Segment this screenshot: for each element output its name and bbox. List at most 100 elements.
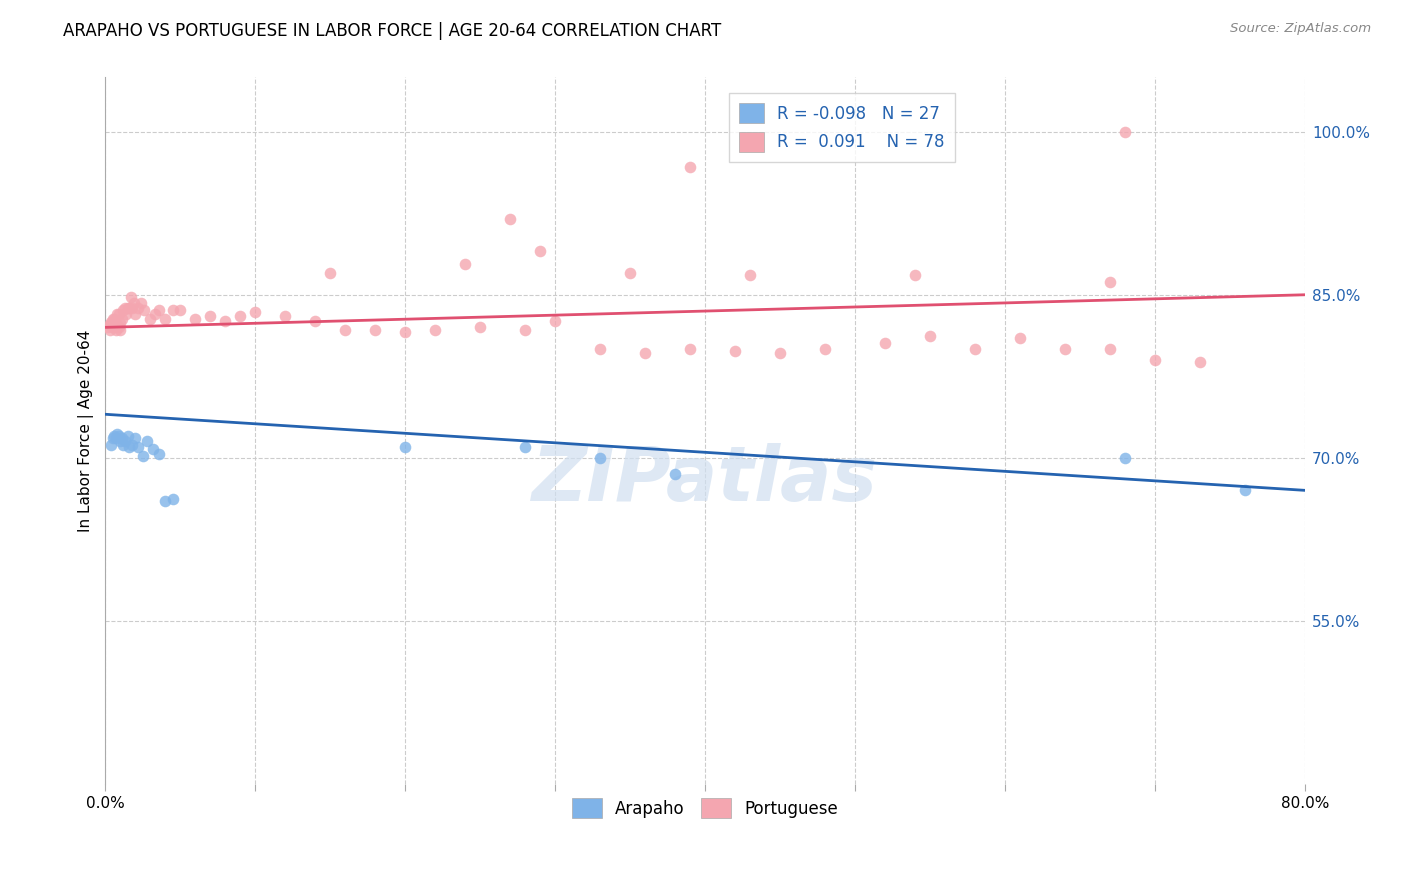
Point <box>454 257 477 271</box>
Point <box>117 429 139 443</box>
Point <box>112 303 135 318</box>
Point <box>544 314 567 328</box>
Point <box>425 322 447 336</box>
Point <box>121 301 143 315</box>
Point <box>108 429 131 443</box>
Point <box>114 301 136 315</box>
Point <box>634 346 657 360</box>
Point <box>114 434 136 449</box>
Point <box>1233 483 1256 498</box>
Text: ARAPAHO VS PORTUGUESE IN LABOR FORCE | AGE 20-64 CORRELATION CHART: ARAPAHO VS PORTUGUESE IN LABOR FORCE | A… <box>63 22 721 40</box>
Point <box>814 342 837 356</box>
Point <box>1114 450 1136 465</box>
Text: Source: ZipAtlas.com: Source: ZipAtlas.com <box>1230 22 1371 36</box>
Point <box>111 431 134 445</box>
Point <box>103 429 125 443</box>
Point <box>110 322 132 336</box>
Point <box>364 322 387 336</box>
Point <box>131 296 153 310</box>
Legend: Arapaho, Portuguese: Arapaho, Portuguese <box>565 791 845 825</box>
Point <box>103 318 125 333</box>
Point <box>162 303 184 318</box>
Point <box>1188 355 1211 369</box>
Point <box>589 450 612 465</box>
Point <box>104 431 127 445</box>
Point <box>118 440 141 454</box>
Point <box>162 491 184 506</box>
Point <box>101 311 124 326</box>
Point <box>394 440 416 454</box>
Point <box>920 329 942 343</box>
Point <box>214 314 236 328</box>
Point <box>394 325 416 339</box>
Point <box>155 311 177 326</box>
Point <box>98 317 121 331</box>
Point <box>1010 331 1032 345</box>
Point <box>121 438 143 452</box>
Point <box>136 434 159 449</box>
Point <box>110 434 132 449</box>
Point <box>1054 342 1077 356</box>
Point <box>148 303 170 318</box>
Point <box>132 449 155 463</box>
Point <box>105 307 128 321</box>
Y-axis label: In Labor Force | Age 20-64: In Labor Force | Age 20-64 <box>79 329 94 532</box>
Point <box>122 296 145 310</box>
Point <box>101 320 124 334</box>
Point <box>115 307 138 321</box>
Point <box>184 311 207 326</box>
Point <box>245 305 267 319</box>
Point <box>111 311 134 326</box>
Point <box>155 494 177 508</box>
Point <box>274 310 297 324</box>
Point <box>108 307 131 321</box>
Point <box>515 440 537 454</box>
Point <box>664 467 686 481</box>
Point <box>124 307 146 321</box>
Point <box>97 320 120 334</box>
Point <box>104 316 127 330</box>
Point <box>112 438 135 452</box>
Text: ZIPatlas: ZIPatlas <box>533 443 879 517</box>
Point <box>589 342 612 356</box>
Point <box>679 342 702 356</box>
Point <box>875 335 897 350</box>
Point <box>127 440 149 454</box>
Point <box>319 266 342 280</box>
Point <box>740 268 762 283</box>
Point <box>120 290 142 304</box>
Point <box>499 211 522 226</box>
Point <box>769 346 792 360</box>
Point <box>124 431 146 445</box>
Point <box>143 307 166 321</box>
Point <box>679 160 702 174</box>
Point <box>229 310 252 324</box>
Point <box>127 301 149 315</box>
Point <box>304 314 326 328</box>
Point <box>118 301 141 315</box>
Point <box>139 311 162 326</box>
Point <box>98 322 121 336</box>
Point <box>100 318 122 333</box>
Point <box>515 322 537 336</box>
Point <box>105 426 128 441</box>
Point <box>148 448 170 462</box>
Point <box>1143 353 1166 368</box>
Point <box>470 320 492 334</box>
Point <box>104 322 127 336</box>
Point <box>100 315 122 329</box>
Point <box>110 316 132 330</box>
Point <box>134 303 156 318</box>
Point <box>1098 342 1121 356</box>
Point <box>200 310 222 324</box>
Point <box>103 311 125 326</box>
Point <box>101 431 124 445</box>
Point <box>100 438 122 452</box>
Point <box>105 320 128 334</box>
Point <box>724 344 747 359</box>
Point <box>619 266 641 280</box>
Point <box>108 320 131 334</box>
Point <box>965 342 987 356</box>
Point <box>335 322 357 336</box>
Point <box>529 244 551 259</box>
